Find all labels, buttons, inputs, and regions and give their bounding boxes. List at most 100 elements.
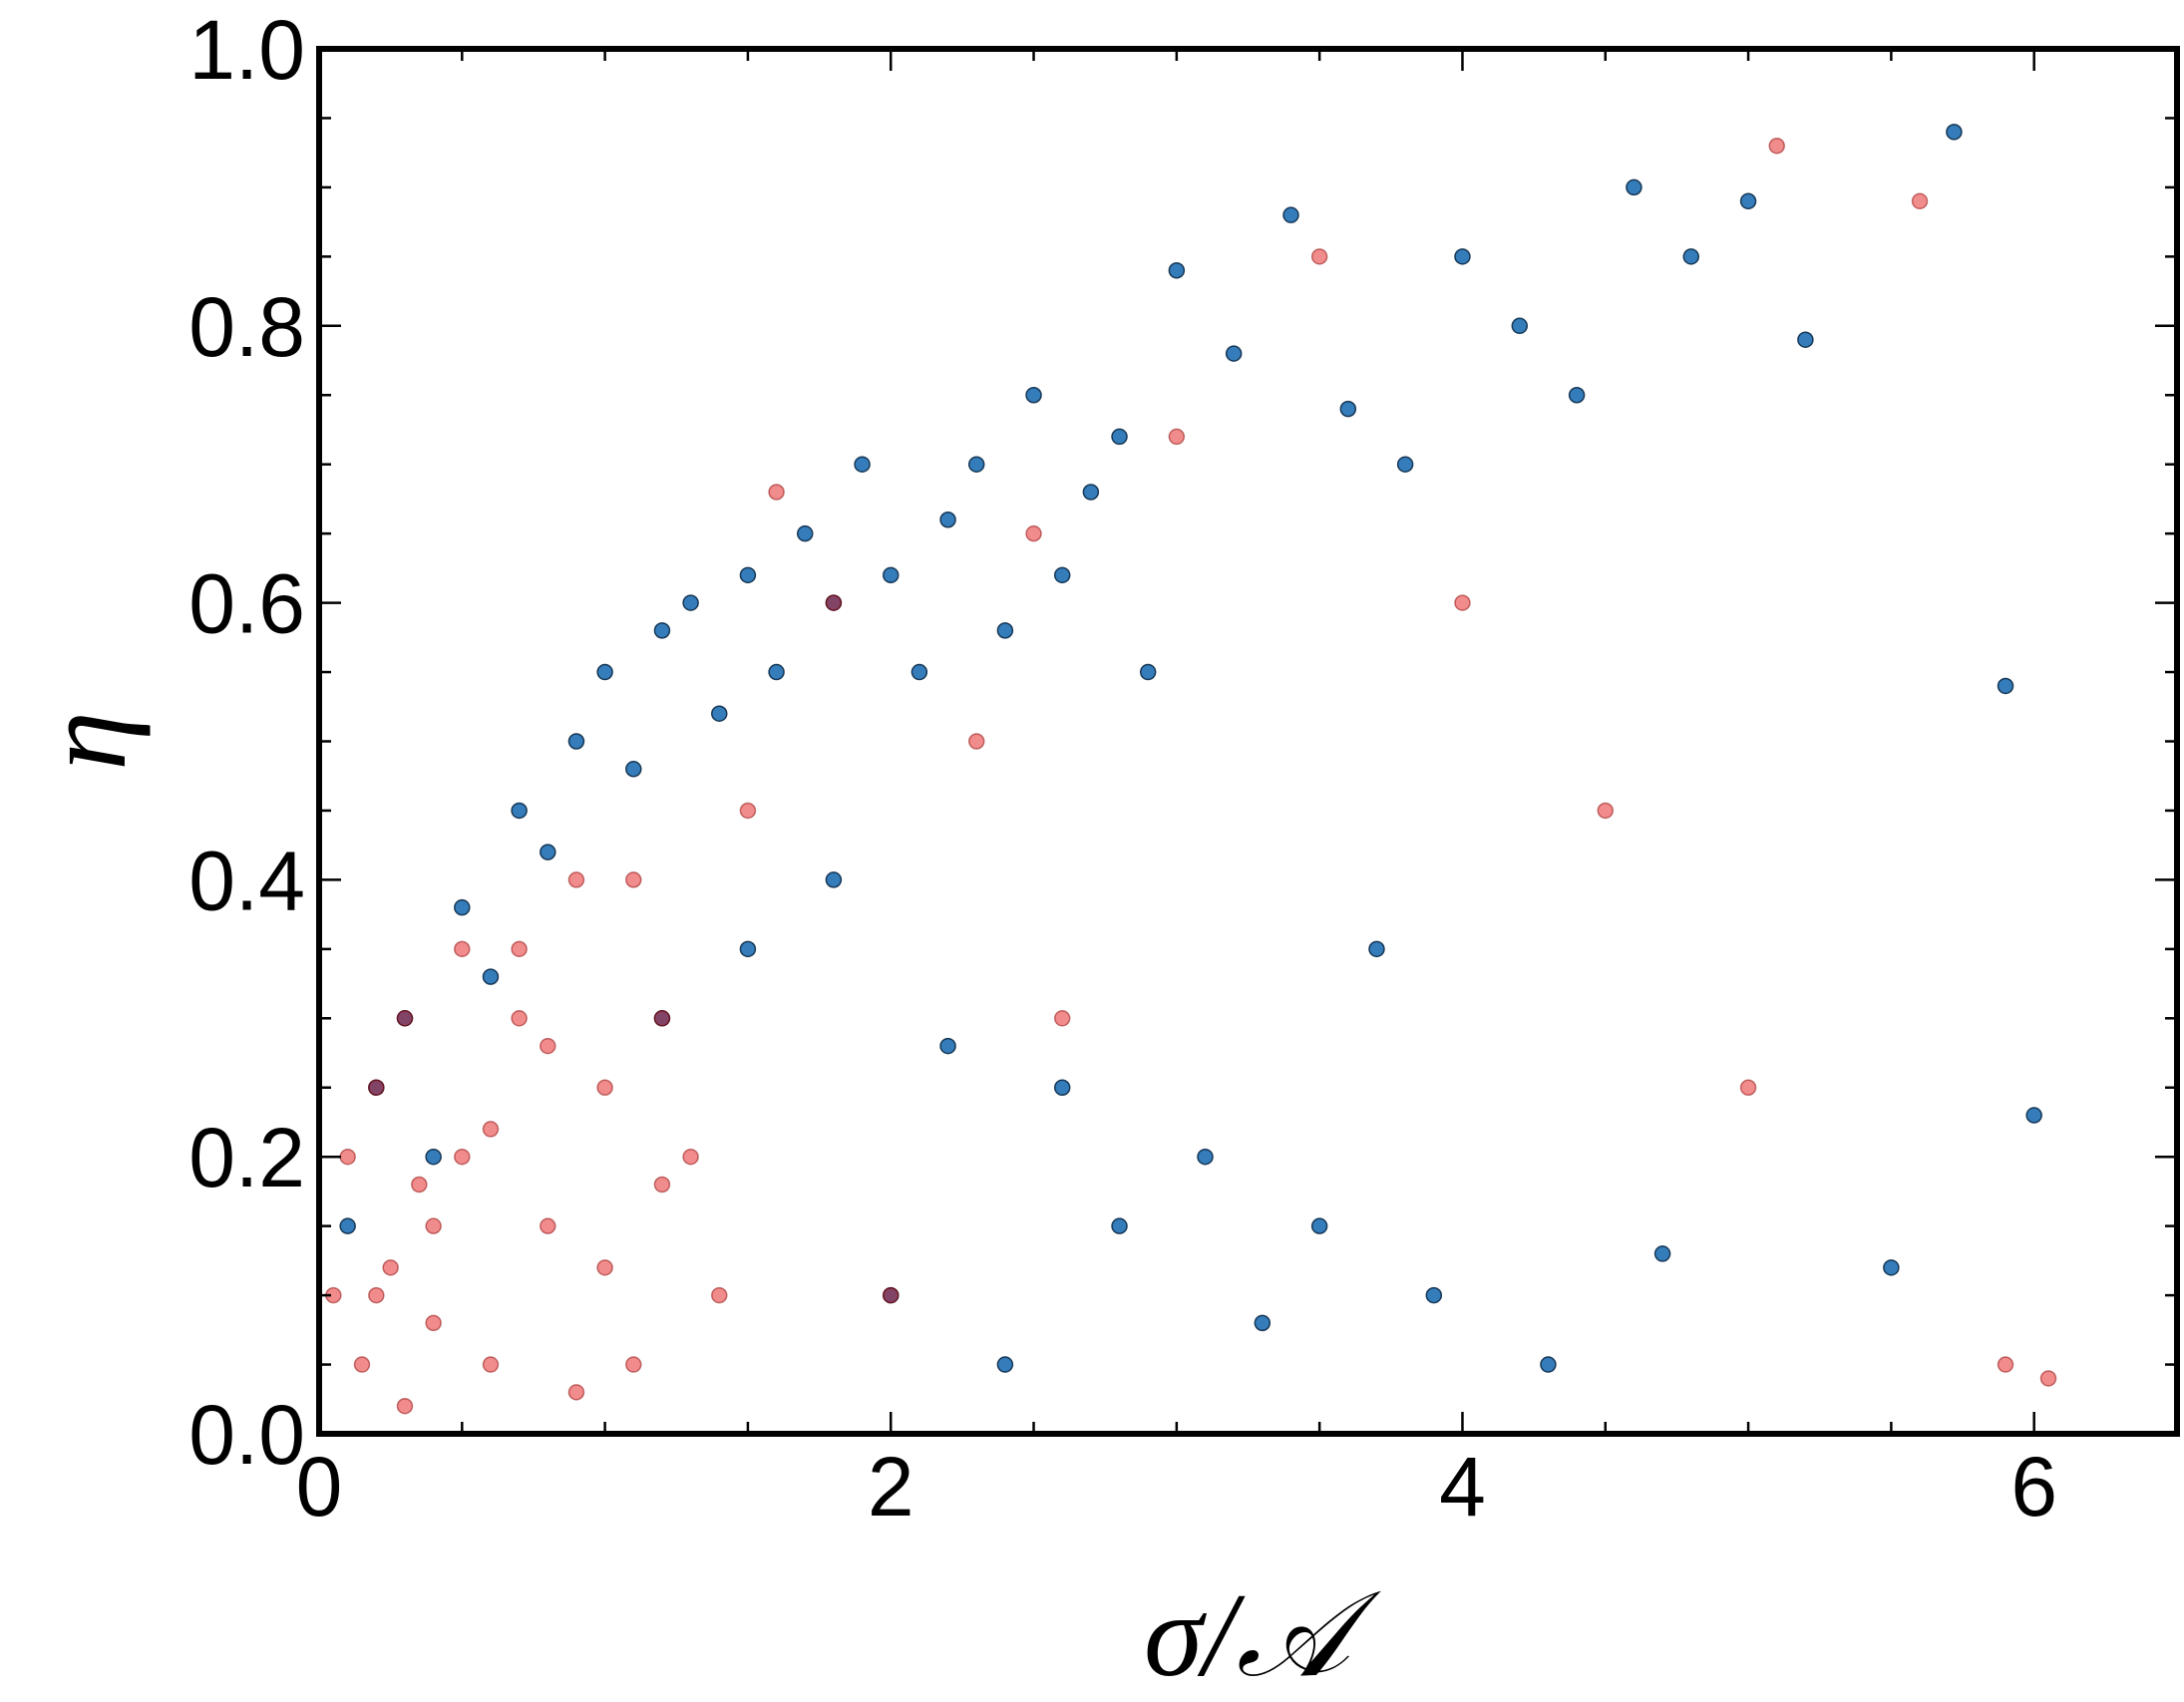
scatter-point bbox=[1911, 192, 1929, 210]
scatter-point bbox=[1511, 317, 1529, 335]
scatter-point bbox=[454, 898, 471, 916]
scatter-point bbox=[567, 1384, 585, 1401]
plot-frame bbox=[316, 46, 2180, 1437]
x-tick-label: 6 bbox=[2010, 1440, 2057, 1533]
scatter-point bbox=[396, 1010, 414, 1027]
scatter-point bbox=[653, 1176, 671, 1193]
scatter-point bbox=[596, 663, 613, 681]
scatter-point bbox=[1454, 594, 1471, 611]
scatter-point bbox=[567, 733, 585, 750]
scatter-point bbox=[1739, 1079, 1757, 1096]
scatter-point bbox=[1997, 1356, 2014, 1373]
scatter-point bbox=[739, 802, 757, 820]
scatter-point bbox=[1025, 387, 1042, 404]
scatter-point bbox=[1053, 1079, 1071, 1096]
scatter-point bbox=[1082, 484, 1100, 501]
scatter-point bbox=[1225, 345, 1243, 362]
scatter-point bbox=[1568, 387, 1586, 404]
scatter-point bbox=[796, 524, 814, 542]
scatter-point bbox=[1168, 261, 1186, 279]
scatter-point bbox=[910, 663, 928, 681]
scatter-point bbox=[482, 1356, 500, 1373]
scatter-point bbox=[967, 733, 985, 750]
scatter-point bbox=[1997, 677, 2014, 695]
scatter-point bbox=[996, 1356, 1014, 1373]
scatter-point bbox=[382, 1259, 399, 1276]
scatter-point bbox=[825, 871, 843, 888]
scatter-point bbox=[854, 456, 871, 473]
scatter-point bbox=[511, 802, 528, 820]
scatter-point bbox=[1739, 192, 1757, 210]
scatter-point bbox=[425, 1148, 442, 1166]
scatter-point bbox=[1883, 1259, 1900, 1276]
scatter-point bbox=[540, 1037, 556, 1055]
x-tick-label: 0 bbox=[296, 1440, 343, 1533]
scatter-point bbox=[1197, 1148, 1214, 1166]
scatter-point bbox=[1168, 428, 1186, 446]
y-tick-label: 0.2 bbox=[188, 1111, 305, 1204]
scatter-point bbox=[482, 1121, 500, 1138]
scatter-point bbox=[625, 871, 642, 888]
scatter-point bbox=[739, 940, 757, 958]
x-tick-label: 2 bbox=[868, 1440, 914, 1533]
scatter-point bbox=[882, 1286, 900, 1304]
scatter-point bbox=[1111, 428, 1128, 446]
y-axis-label: η bbox=[18, 711, 151, 771]
scatter-point bbox=[596, 1259, 613, 1276]
y-tick-label: 0.8 bbox=[188, 280, 305, 374]
scatter-point bbox=[625, 761, 642, 778]
scatter-point bbox=[739, 566, 757, 584]
scatter-point bbox=[1053, 566, 1071, 584]
scatter-point bbox=[1454, 248, 1471, 265]
scatter-point bbox=[711, 705, 728, 722]
scatter-point bbox=[396, 1397, 414, 1415]
scatter-point bbox=[2025, 1107, 2042, 1124]
scatter-point bbox=[1254, 1314, 1272, 1332]
y-tick-label: 0.4 bbox=[188, 834, 305, 927]
scatter-point bbox=[939, 1037, 956, 1055]
scatter-point bbox=[511, 940, 528, 958]
scatter-point bbox=[1310, 1217, 1328, 1234]
scatter-point bbox=[540, 844, 556, 860]
scatter-point bbox=[339, 1217, 356, 1234]
scatter-point bbox=[1540, 1356, 1557, 1373]
scatter-point bbox=[1139, 663, 1157, 681]
x-tick-label: 4 bbox=[1439, 1440, 1486, 1533]
scatter-point bbox=[653, 622, 671, 639]
scatter-point bbox=[882, 566, 900, 584]
scatter-point bbox=[1425, 1286, 1443, 1304]
scatter-point bbox=[482, 968, 500, 985]
scatter-point bbox=[1368, 940, 1385, 958]
scatter-point bbox=[1653, 1245, 1671, 1262]
scatter-point bbox=[1396, 456, 1414, 473]
scatter-point bbox=[454, 1148, 471, 1166]
y-tick-label: 0.6 bbox=[188, 557, 305, 651]
scatter-point bbox=[1111, 1217, 1128, 1234]
scatter-point bbox=[1946, 124, 1963, 141]
scatter-point bbox=[682, 594, 699, 611]
scatter-point bbox=[939, 511, 956, 528]
scatter-point bbox=[653, 1010, 671, 1027]
scatter-point bbox=[1310, 248, 1328, 265]
scatter-point bbox=[996, 622, 1014, 639]
scatter-point bbox=[2039, 1370, 2057, 1387]
x-axis-label: σ/𝒜 bbox=[1144, 1568, 1382, 1701]
scatter-point bbox=[368, 1286, 385, 1304]
scatter-point bbox=[454, 940, 471, 958]
scatter-point bbox=[1053, 1010, 1071, 1027]
scatter-point bbox=[411, 1176, 428, 1193]
scatter-point bbox=[625, 1356, 642, 1373]
scatter-point bbox=[425, 1217, 442, 1234]
scatter-point bbox=[1597, 802, 1615, 820]
scatter-point bbox=[540, 1217, 556, 1234]
scatter-point bbox=[967, 456, 985, 473]
scatter-point bbox=[353, 1356, 371, 1373]
scatter-point bbox=[567, 871, 585, 888]
scatter-point bbox=[682, 1148, 699, 1166]
scatter-point bbox=[1768, 137, 1785, 155]
scatter-point bbox=[596, 1079, 613, 1096]
scatter-point bbox=[425, 1314, 442, 1332]
scatter-point bbox=[1626, 178, 1642, 196]
scatter-point bbox=[825, 594, 843, 611]
